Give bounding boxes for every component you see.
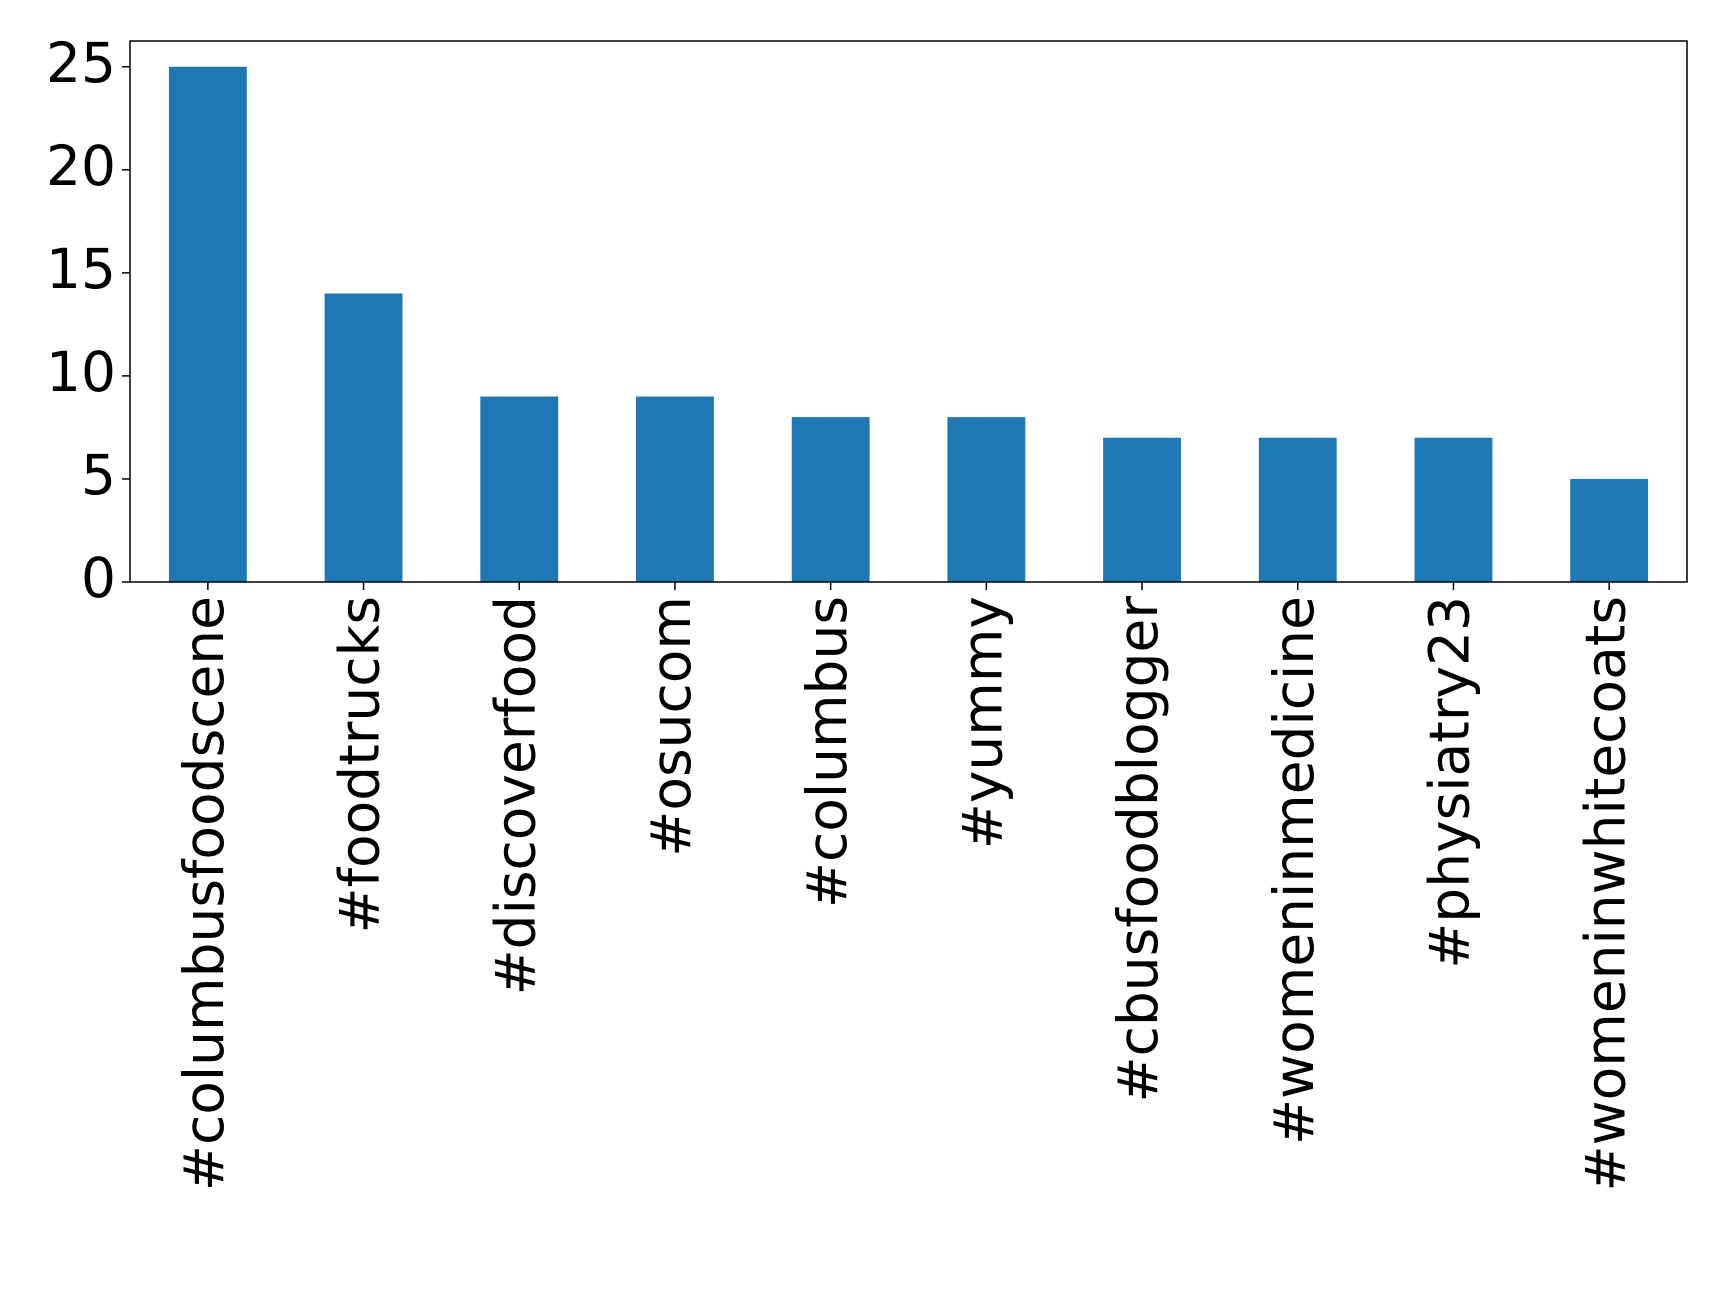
x-tick-label: #foodtrucks — [328, 596, 392, 933]
y-tick-label: 5 — [81, 443, 116, 507]
bar — [480, 396, 559, 582]
x-tick-label: #columbus — [795, 596, 859, 908]
y-tick-label: 15 — [46, 237, 116, 301]
bar — [1258, 437, 1337, 582]
y-tick-label: 0 — [81, 546, 116, 610]
x-tick-label: #womeninmedicine — [1262, 596, 1326, 1145]
bar — [947, 417, 1026, 582]
y-tick-label: 10 — [46, 340, 116, 404]
x-tick-label: #columbusfoodscene — [172, 596, 236, 1191]
y-tick-label: 25 — [46, 31, 116, 95]
bar — [791, 417, 870, 582]
bar — [1103, 437, 1181, 582]
x-tick-label: #physiatry23 — [1418, 596, 1482, 969]
bar — [324, 293, 403, 582]
bar — [168, 66, 247, 582]
x-tick-label: #yummy — [950, 596, 1014, 849]
bar — [1414, 437, 1493, 582]
x-tick-label: #osucom — [639, 596, 703, 857]
bar — [636, 396, 714, 582]
bar — [1570, 478, 1649, 582]
x-tick-label: #discoverfood — [483, 596, 547, 995]
x-tick-label: #womeninwhitecoats — [1573, 596, 1637, 1191]
x-tick-label: #cbusfoodblogger — [1106, 596, 1170, 1103]
y-tick-label: 20 — [46, 134, 116, 198]
plot-frame — [129, 40, 1688, 583]
